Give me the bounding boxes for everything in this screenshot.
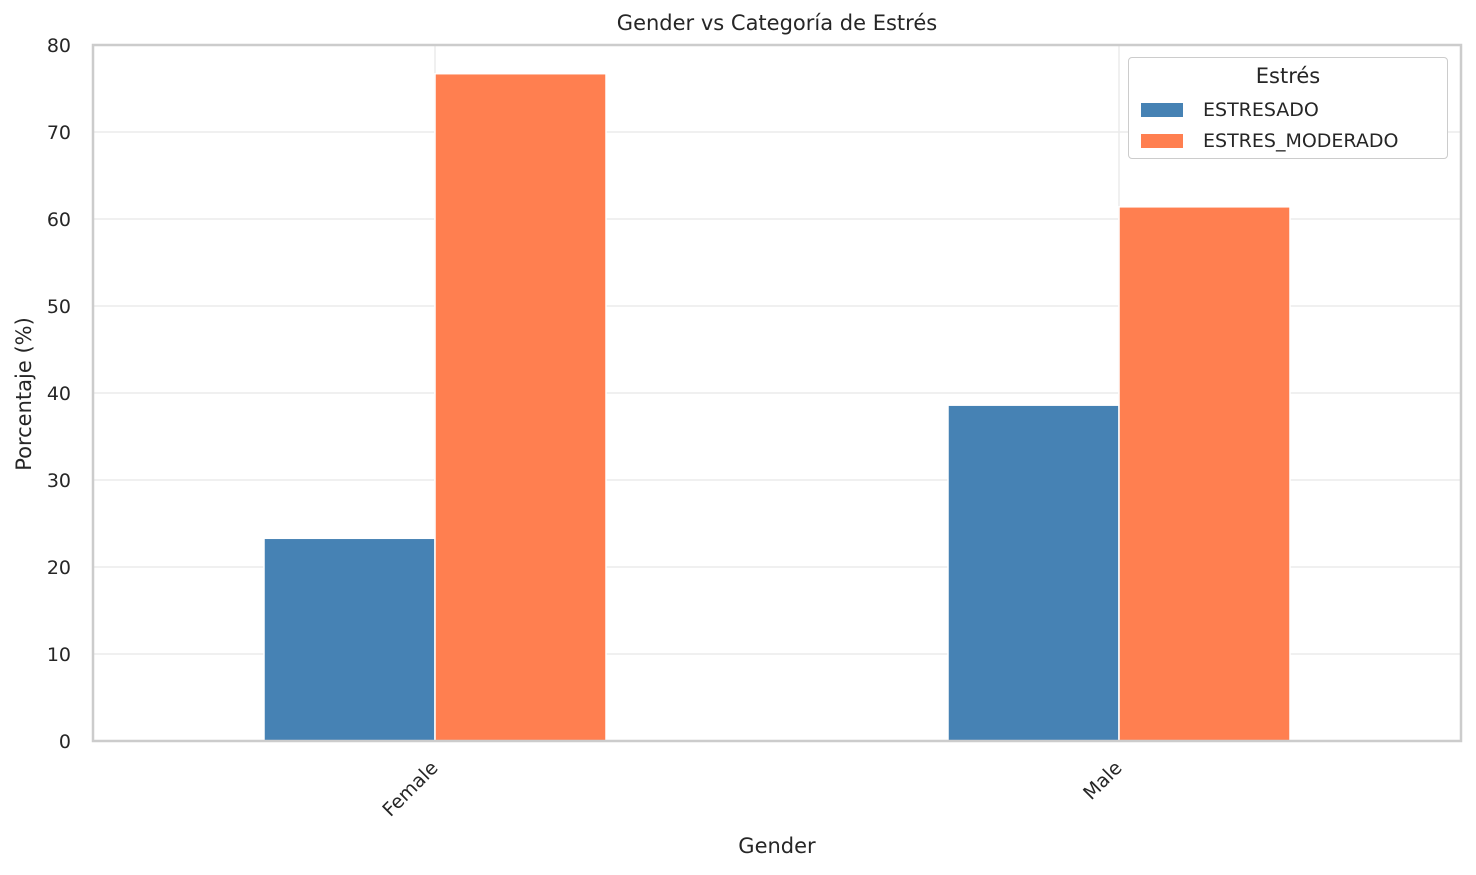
legend-title: Estrés: [1255, 64, 1321, 88]
bar-estresado-female: [263, 537, 436, 742]
x-tick-label-male: Male: [1079, 757, 1126, 804]
bar-estres-moderado-female: [434, 72, 607, 742]
legend-item-estresado: ESTRESADO: [1141, 98, 1319, 122]
legend-label-estres-moderado: ESTRES_MODERADO: [1203, 130, 1399, 152]
y-tick-label-20: 20: [47, 557, 71, 579]
y-tick-label-10: 10: [47, 644, 71, 666]
x-tick-label-female: Female: [378, 757, 442, 821]
bar-estres-moderado-male: [1118, 206, 1291, 742]
x-axis-label: Gender: [738, 834, 816, 858]
plot-border: [91, 43, 1463, 743]
y-tick-label-40: 40: [47, 383, 71, 405]
bar-estresado-male: [947, 404, 1120, 742]
legend-swatch-estres-moderado: [1141, 134, 1183, 148]
y-axis-label: Porcentaje (%): [12, 317, 36, 471]
y-tick-label-80: 80: [47, 35, 71, 57]
y-tick-label-60: 60: [47, 209, 71, 231]
y-tick-label-50: 50: [47, 296, 71, 318]
legend: Estrés ESTRESADO ESTRES_MODERADO: [1128, 57, 1448, 159]
y-tick-label-70: 70: [47, 122, 71, 144]
legend-item-estres-moderado: ESTRES_MODERADO: [1141, 129, 1398, 153]
chart-title: Gender vs Categoría de Estrés: [616, 11, 938, 35]
y-tick-label-30: 30: [47, 470, 71, 492]
y-tick-label-0: 0: [59, 731, 71, 753]
legend-swatch-estresado: [1141, 103, 1183, 117]
legend-label-estresado: ESTRESADO: [1203, 99, 1319, 121]
